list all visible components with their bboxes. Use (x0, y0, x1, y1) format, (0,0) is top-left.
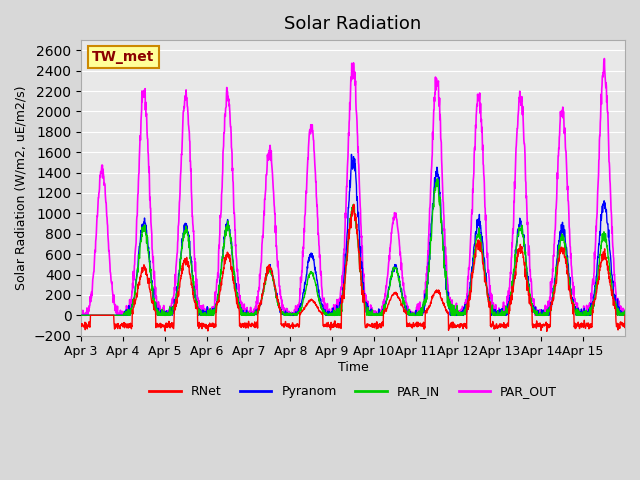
Text: TW_met: TW_met (92, 50, 154, 64)
PAR_IN (239, 312, 247, 318)
Pyranom (77, 312, 85, 318)
PAR_OUT (239, 307, 247, 313)
RNet (248, 322, 255, 328)
Title: Solar Radiation: Solar Radiation (284, 15, 422, 33)
PAR_IN (362, 303, 369, 309)
Y-axis label: Solar Radiation (W/m2, uE/m2/s): Solar Radiation (W/m2, uE/m2/s) (15, 85, 28, 290)
Line: Pyranom: Pyranom (81, 155, 625, 315)
Pyranom (239, 308, 247, 313)
Pyranom (255, 306, 263, 312)
Line: PAR_IN: PAR_IN (81, 179, 625, 315)
Pyranom (362, 303, 369, 309)
RNet (542, 322, 550, 327)
RNet (255, 305, 263, 311)
Legend: RNet, Pyranom, PAR_IN, PAR_OUT: RNet, Pyranom, PAR_IN, PAR_OUT (144, 380, 562, 403)
PAR_OUT (77, 311, 85, 317)
RNet (617, 321, 625, 327)
PAR_IN (616, 312, 624, 318)
RNet (543, 328, 550, 334)
PAR_OUT (621, 312, 629, 318)
Pyranom (248, 312, 255, 317)
PAR_IN (255, 304, 263, 310)
PAR_OUT (255, 287, 263, 292)
PAR_IN (248, 312, 255, 318)
PAR_IN (433, 176, 441, 182)
Line: PAR_OUT: PAR_OUT (81, 59, 625, 315)
PAR_OUT (362, 301, 369, 307)
PAR_OUT (248, 309, 256, 314)
RNet (77, 323, 85, 329)
Pyranom (621, 312, 629, 318)
RNet (350, 202, 358, 207)
Line: RNet: RNet (81, 204, 625, 331)
PAR_IN (621, 312, 629, 318)
PAR_OUT (600, 56, 608, 61)
RNet (621, 312, 629, 318)
PAR_IN (77, 312, 85, 318)
PAR_OUT (77, 312, 85, 318)
X-axis label: Time: Time (338, 361, 369, 374)
Pyranom (616, 310, 624, 315)
Pyranom (348, 152, 355, 157)
PAR_OUT (542, 311, 550, 316)
RNet (239, 321, 247, 326)
RNet (362, 324, 369, 330)
Pyranom (542, 312, 550, 318)
PAR_IN (542, 312, 550, 318)
PAR_OUT (617, 303, 625, 309)
